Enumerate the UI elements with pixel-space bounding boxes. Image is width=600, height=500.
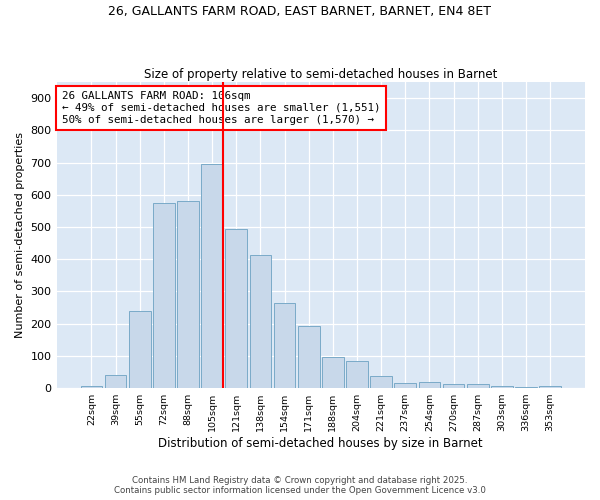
Text: 26, GALLANTS FARM ROAD, EAST BARNET, BARNET, EN4 8ET: 26, GALLANTS FARM ROAD, EAST BARNET, BAR… <box>109 5 491 18</box>
Bar <box>515 387 537 388</box>
Bar <box>201 164 223 388</box>
Bar <box>80 386 102 388</box>
X-axis label: Distribution of semi-detached houses by size in Barnet: Distribution of semi-detached houses by … <box>158 437 483 450</box>
Bar <box>370 376 392 388</box>
Bar <box>129 311 151 388</box>
Bar <box>274 304 295 388</box>
Text: 26 GALLANTS FARM ROAD: 106sqm
← 49% of semi-detached houses are smaller (1,551)
: 26 GALLANTS FARM ROAD: 106sqm ← 49% of s… <box>62 92 380 124</box>
Bar <box>153 203 175 388</box>
Bar <box>443 384 464 388</box>
Bar <box>322 358 344 388</box>
Bar <box>539 386 561 388</box>
Bar <box>250 256 271 388</box>
Bar <box>346 362 368 388</box>
Bar <box>105 374 127 388</box>
Y-axis label: Number of semi-detached properties: Number of semi-detached properties <box>15 132 25 338</box>
Bar <box>491 386 512 388</box>
Bar <box>226 230 247 388</box>
Text: Contains HM Land Registry data © Crown copyright and database right 2025.
Contai: Contains HM Land Registry data © Crown c… <box>114 476 486 495</box>
Bar <box>298 326 320 388</box>
Bar <box>419 382 440 388</box>
Bar <box>177 202 199 388</box>
Bar <box>394 384 416 388</box>
Bar <box>467 384 488 388</box>
Title: Size of property relative to semi-detached houses in Barnet: Size of property relative to semi-detach… <box>144 68 497 81</box>
